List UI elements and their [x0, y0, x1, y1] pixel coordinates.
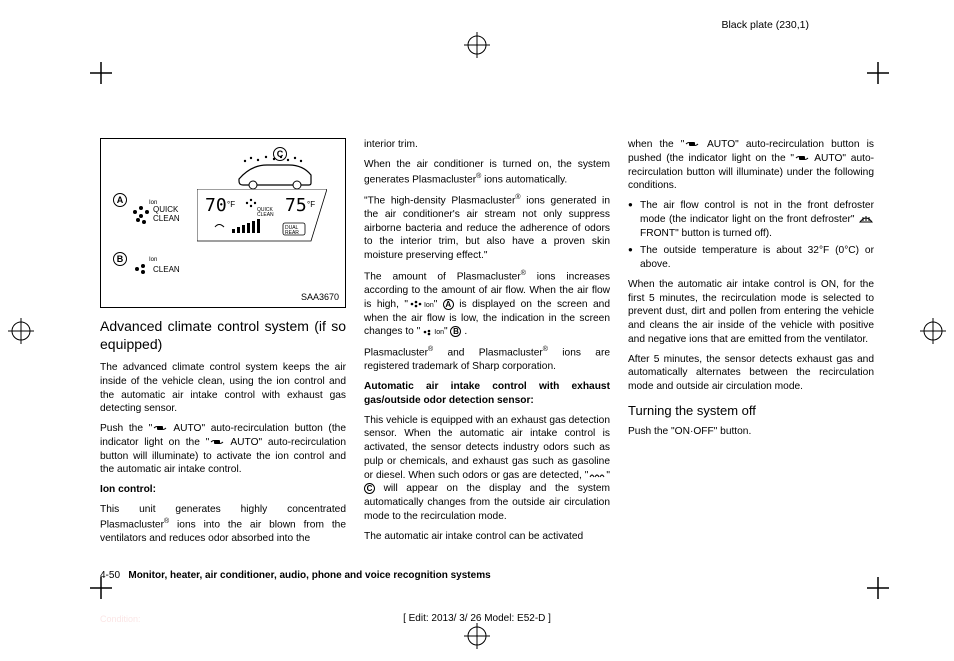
ion-low-icon — [420, 327, 434, 337]
body-text: The amount of Plasmacluster® ions increa… — [364, 269, 610, 339]
body-text: interior trim. — [364, 138, 610, 152]
diagram-label-a: A — [113, 193, 127, 207]
body-text: After 5 minutes, the sensor detects exha… — [628, 353, 874, 394]
condition-label: Condition: — [100, 614, 141, 624]
list-item: The outside temperature is about 32°F (0… — [628, 244, 874, 272]
footer-title: Monitor, heater, air conditioner, audio,… — [128, 570, 490, 581]
display-screen: 70°F 75°F QUICKCLEAN DUALREAR — [197, 189, 327, 249]
body-text: when the " AUTO" auto-recirculation butt… — [628, 138, 874, 193]
ion-high-icon — [408, 299, 424, 309]
body-text: This vehicle is equipped with an exhaust… — [364, 414, 610, 524]
corner-mark — [867, 62, 889, 84]
recirc-icon — [209, 437, 225, 447]
footer-edit: [ Edit: 2013/ 3/ 26 Model: E52-D ] — [403, 613, 551, 624]
label-b-inline: B — [450, 326, 461, 337]
diagram-label-b: B — [113, 252, 127, 266]
body-text: This unit generates highly concentrated … — [100, 503, 346, 546]
body-text: The advanced climate control system keep… — [100, 361, 346, 416]
climate-diagram: C A Ion — [100, 138, 346, 308]
body-text: Plasmacluster® and Plasmacluster® ions a… — [364, 345, 610, 374]
bullet-list: The air flow control is not in the front… — [628, 199, 874, 272]
corner-mark — [90, 62, 112, 84]
svg-text:°F: °F — [227, 200, 235, 209]
plate-label: Black plate (230,1) — [721, 19, 809, 31]
svg-text:CLEAN: CLEAN — [257, 212, 274, 218]
column-1: C A Ion — [100, 138, 346, 552]
list-item: The air flow control is not in the front… — [628, 199, 874, 240]
recirc-icon — [684, 139, 700, 149]
svg-text:REAR: REAR — [285, 230, 299, 236]
crop-mark-left — [8, 318, 34, 344]
recirc-icon — [152, 423, 168, 433]
page-number: 4-50 — [100, 570, 120, 581]
recirc-icon — [794, 153, 810, 163]
body-text: When the automatic air intake control is… — [628, 278, 874, 347]
body-text: Push the " AUTO" auto-recirculation butt… — [100, 422, 346, 477]
cluster-icon-quick: Ion QUICK CLEAN — [129, 202, 181, 236]
body-text: "The high-density Plasmacluster® ions ge… — [364, 193, 610, 263]
section-heading: Advanced climate control system (if so e… — [100, 318, 346, 353]
footer: 4-50 Monitor, heater, air conditioner, a… — [100, 570, 874, 581]
column-2: interior trim. When the air conditioner … — [364, 138, 610, 552]
body-text: The automatic air intake control can be … — [364, 530, 610, 544]
crop-mark-bottom — [464, 623, 490, 649]
page-content: C A Ion — [100, 138, 874, 552]
temp-left: 70 — [205, 195, 227, 216]
diagram-id: SAA3670 — [301, 291, 339, 303]
crop-mark-right — [920, 318, 946, 344]
crop-mark-top — [464, 32, 490, 58]
temp-right: 75 — [285, 195, 307, 216]
subheading: Ion control: — [100, 483, 346, 497]
odor-icon — [588, 470, 606, 480]
label-c-inline: C — [364, 483, 375, 494]
svg-text:°F: °F — [307, 200, 315, 209]
defrost-icon — [858, 214, 874, 224]
subheading: Automatic air intake control with exhaus… — [364, 380, 610, 408]
body-text: Push the "ON·OFF" button. — [628, 425, 874, 439]
subheading: Turning the system off — [628, 402, 874, 420]
body-text: When the air conditioner is turned on, t… — [364, 158, 610, 187]
label-a-inline: A — [443, 299, 454, 310]
column-3: when the " AUTO" auto-recirculation butt… — [628, 138, 874, 552]
cluster-icon-clean: Ion CLEAN — [129, 259, 181, 289]
